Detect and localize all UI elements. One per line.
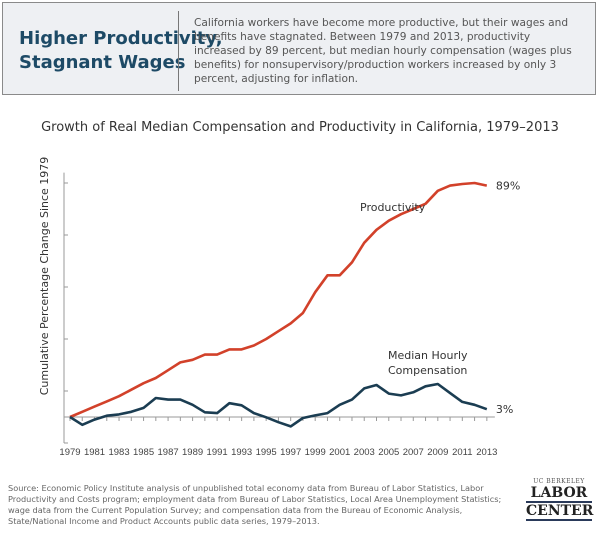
header-box: Higher Productivity, Stagnant Wages Cali…: [2, 2, 596, 95]
x-tick-label: 2003: [354, 447, 375, 458]
x-tick-label: 1979: [59, 447, 80, 458]
compensation-end-label: 3%: [496, 403, 513, 416]
header-title-line2: Stagnant Wages: [19, 52, 186, 73]
x-tick-label: 1997: [280, 447, 301, 458]
x-tick-label: 1989: [182, 447, 203, 458]
header-description: California workers have become more prod…: [194, 17, 572, 85]
x-tick-label: 2013: [476, 447, 497, 458]
logo-line3: CENTER: [526, 503, 594, 521]
productivity-series-label: Productivity: [360, 201, 426, 214]
productivity-line: [69, 181, 488, 419]
header-title: Higher Productivity, Stagnant Wages: [19, 27, 223, 75]
x-tick-label: 2005: [378, 447, 399, 458]
productivity-end-label: 89%: [496, 180, 520, 193]
x-tick-label: 1983: [108, 447, 129, 458]
x-tick-label: 2001: [329, 447, 350, 458]
x-tick-label: 1985: [133, 447, 154, 458]
compensation-line: [69, 382, 488, 428]
x-tick-label: 1993: [231, 447, 252, 458]
compensation-series-label-line2: Compensation: [388, 364, 467, 377]
y-axis-label: Cumulative Percentage Change Since 1979: [38, 157, 51, 396]
source-note: Source: Economic Policy Institute analys…: [8, 483, 502, 526]
header-title-line1: Higher Productivity,: [19, 28, 223, 49]
x-tick-label: 2007: [403, 447, 424, 458]
chart-title: Growth of Real Median Compensation and P…: [41, 120, 559, 135]
header-divider: [178, 11, 179, 91]
x-tick-label: 1999: [305, 447, 326, 458]
compensation-series-label-line1: Median Hourly: [388, 349, 468, 362]
logo-line1: UC BERKELEY: [533, 478, 585, 485]
x-tick-label: 2011: [452, 447, 472, 458]
x-tick-label: 1995: [256, 447, 277, 458]
x-tick-label: 1987: [158, 447, 179, 458]
x-tick-label: 1981: [84, 447, 105, 458]
labor-center-logo: UC BERKELEY LABOR CENTER: [526, 478, 594, 521]
chart: 1979 1981 1983 1985 1987 1989 1991 1993 1995 1997…: [38, 157, 520, 458]
x-tick-label: 1991: [207, 447, 228, 458]
x-tick-label: 2009: [427, 447, 448, 458]
logo-line2: LABOR: [526, 485, 592, 503]
